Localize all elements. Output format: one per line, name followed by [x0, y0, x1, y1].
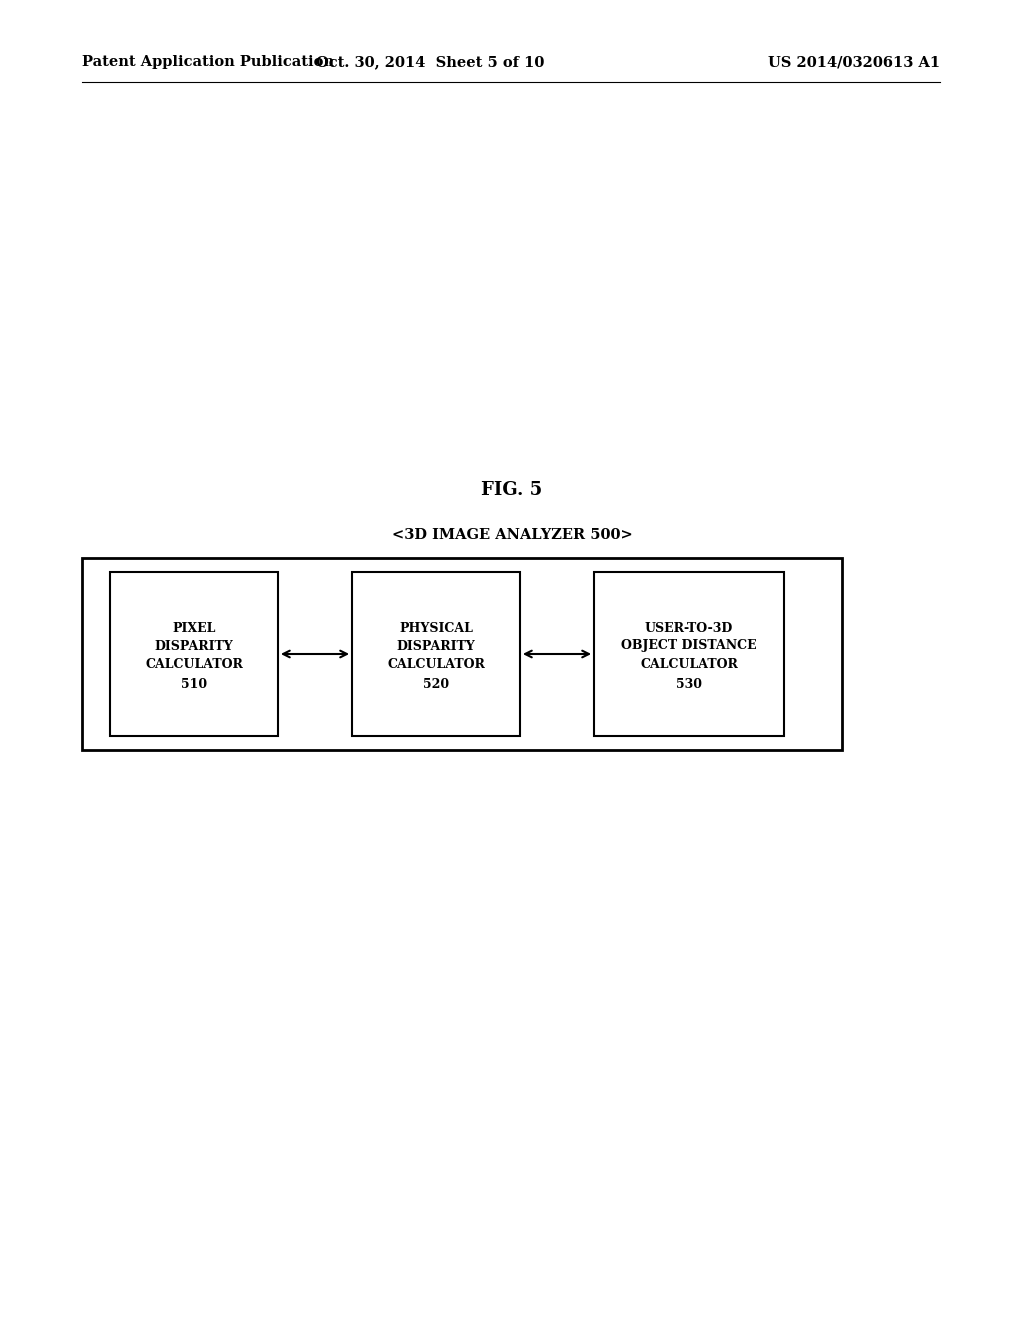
Text: USER-TO-3D: USER-TO-3D: [645, 622, 733, 635]
Text: 530: 530: [676, 677, 702, 690]
Text: <3D IMAGE ANALYZER 500>: <3D IMAGE ANALYZER 500>: [391, 528, 633, 543]
Text: CALCULATOR: CALCULATOR: [387, 657, 485, 671]
Bar: [82, 558, 842, 750]
Text: 510: 510: [181, 677, 207, 690]
Text: PIXEL: PIXEL: [172, 622, 216, 635]
Text: OBJECT DISTANCE: OBJECT DISTANCE: [622, 639, 757, 652]
Bar: [594, 572, 784, 737]
Bar: [352, 572, 520, 737]
Text: CALCULATOR: CALCULATOR: [145, 657, 243, 671]
Text: DISPARITY: DISPARITY: [155, 639, 233, 652]
Text: Patent Application Publication: Patent Application Publication: [82, 55, 334, 69]
Bar: [110, 572, 278, 737]
Text: FIG. 5: FIG. 5: [481, 480, 543, 499]
Text: 520: 520: [423, 677, 450, 690]
Text: DISPARITY: DISPARITY: [396, 639, 475, 652]
Text: US 2014/0320613 A1: US 2014/0320613 A1: [768, 55, 940, 69]
Text: Oct. 30, 2014  Sheet 5 of 10: Oct. 30, 2014 Sheet 5 of 10: [315, 55, 544, 69]
Text: PHYSICAL: PHYSICAL: [399, 622, 473, 635]
Text: CALCULATOR: CALCULATOR: [640, 657, 738, 671]
